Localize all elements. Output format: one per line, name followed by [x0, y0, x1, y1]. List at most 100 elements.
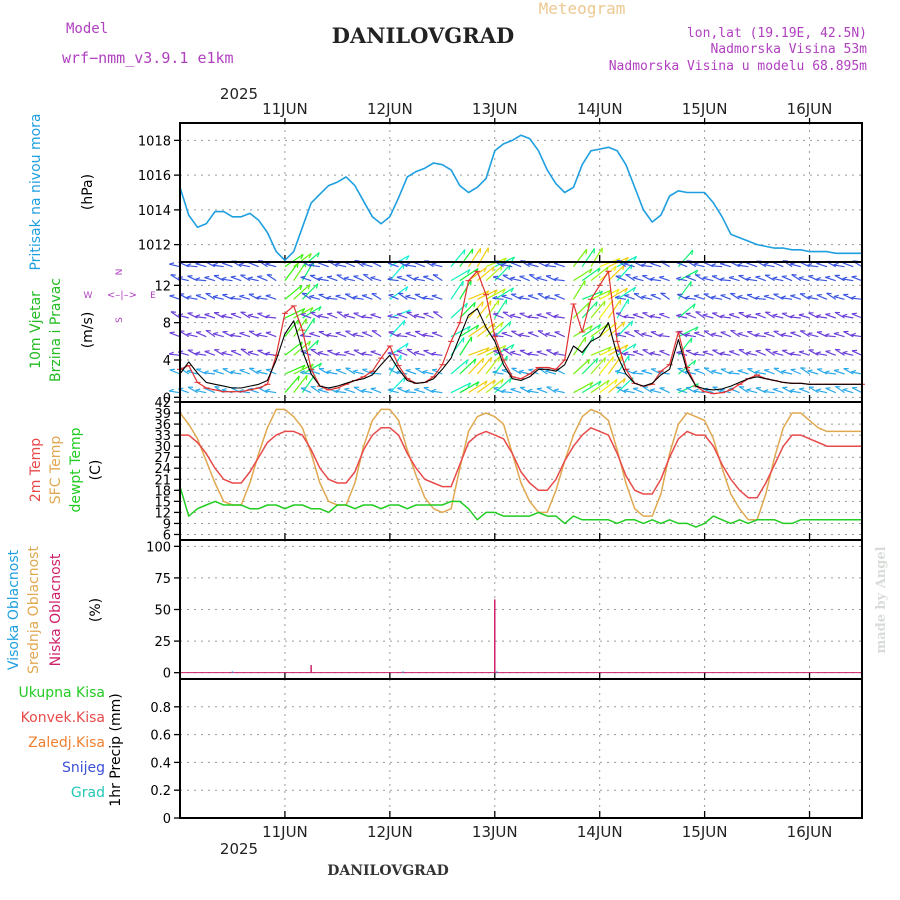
wind-arrow-head [728, 275, 735, 279]
wind-arrow-head [335, 331, 341, 334]
wind-arrow [798, 351, 810, 356]
wind-arrow [221, 315, 233, 319]
wind-arrow-head [327, 312, 333, 315]
wind-arrow-head [508, 377, 512, 383]
wind-arrow-head [309, 294, 315, 298]
wind-arrow [632, 372, 644, 375]
wind-arrow [659, 313, 670, 319]
wind-arrow [616, 320, 634, 338]
wind-arrow [772, 351, 784, 356]
compass-w: W [84, 291, 93, 301]
wind-arrow-head [658, 332, 664, 336]
wind-arrow [573, 302, 590, 319]
wind-arrow [677, 367, 688, 375]
wind-arrow [729, 292, 740, 300]
wind-arrow-head [501, 294, 507, 297]
wind-arrow [684, 334, 696, 338]
wind-arrow-head [587, 358, 591, 365]
wind-arrow [842, 315, 854, 319]
wind-arrow [573, 268, 593, 282]
wind-arrow [738, 386, 749, 394]
wind-arrow-head [597, 267, 601, 273]
wind-arrow [807, 333, 819, 338]
wind-arrow [300, 371, 312, 375]
wind-arrow [205, 329, 216, 338]
wind-arrow-head [536, 276, 542, 279]
compass-e: E [150, 291, 156, 301]
wind-arrow-head [265, 351, 271, 355]
wind-arrow [737, 370, 749, 375]
wind-arrow [370, 314, 382, 319]
wind-arrow [545, 333, 557, 338]
pressure-unit: (hPa) [80, 174, 96, 210]
wind-arrow-head [746, 388, 752, 391]
wind-arrow [302, 362, 322, 375]
wind-arrow-head [554, 293, 560, 296]
wind-arrow-head [790, 331, 796, 334]
wind-arrow [248, 367, 260, 375]
compass-n: N [115, 269, 125, 276]
legend-dewpt-temp: dewpt Temp [68, 427, 84, 512]
wind-arrow [169, 295, 181, 300]
wind-arrow [370, 351, 382, 356]
wind-arrow [649, 315, 661, 319]
wind-arrow-head [370, 313, 376, 316]
wind-arrow [824, 371, 836, 375]
wind-arrow [834, 311, 845, 319]
wind-arrow [317, 315, 329, 319]
wind-arrow-head [498, 356, 501, 362]
wind-arrow [607, 299, 622, 319]
wind-arrow [212, 296, 224, 300]
wind-arrow-head [414, 387, 420, 391]
wind-arrow-head [344, 350, 350, 353]
wind-arrow-head [433, 311, 439, 313]
wind-arrow-head [833, 369, 840, 372]
wind-arrow [502, 311, 513, 319]
wind-arrow-head [405, 255, 410, 261]
wind-arrow [248, 330, 259, 338]
wind-arrow-head [632, 313, 638, 316]
wind-arrow [511, 330, 522, 338]
wind-arrow-head [545, 332, 551, 335]
wind-arrow-head [240, 348, 246, 351]
wind-arrow [546, 386, 557, 394]
wind-arrow [772, 261, 784, 268]
wind-arrow [204, 387, 216, 394]
model-label: Model [66, 21, 108, 37]
wind-arrow [799, 293, 810, 300]
wind-arrow-head [625, 273, 631, 276]
wind-arrow-head [510, 287, 515, 293]
wind-arrow-head [500, 378, 504, 384]
wind-arrow-head [326, 275, 333, 278]
wind-arrow [816, 352, 828, 356]
wind-arrow [170, 274, 181, 282]
wind-arrow [599, 322, 618, 338]
y-tick-label: 0.4 [150, 756, 171, 771]
wind-arrow [554, 368, 565, 375]
wind-arrow [800, 367, 810, 375]
wind-arrow [693, 263, 705, 268]
wind-arrow-head [694, 383, 699, 388]
wind-arrow [738, 349, 749, 356]
wind-arrow [763, 263, 775, 268]
y-tick-label: 36 [154, 418, 171, 433]
wind-arrow [702, 277, 714, 282]
wind-arrow [284, 319, 300, 338]
wind-arrow-head [659, 275, 665, 278]
y-tick-label: 0.8 [150, 701, 171, 716]
wind-arrow-head [789, 351, 795, 355]
wind-arrow [816, 278, 828, 282]
wind-arrow [213, 370, 224, 375]
wind-arrow-head [694, 294, 700, 297]
wind-arrow [221, 262, 233, 268]
wind-arrow [222, 331, 233, 338]
wind-arrow-head [462, 337, 465, 343]
wind-arrow [336, 311, 347, 319]
day-label-top: 15JUN [682, 100, 728, 118]
wind-arrow [239, 332, 251, 338]
wind-arrow [641, 264, 653, 268]
wind-arrow [510, 314, 522, 319]
wind-arrow [405, 264, 417, 268]
wind-arrow [293, 252, 312, 268]
